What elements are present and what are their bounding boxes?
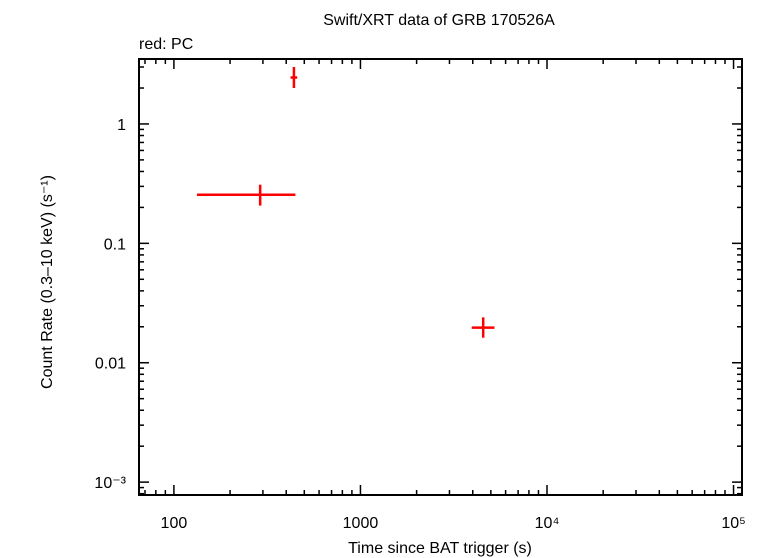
axis-tick-labels: 100 1000 10⁴ 10⁵ 1 0.1 0.01 10⁻³ [94, 117, 745, 532]
plot-frame [138, 58, 743, 496]
x-tick-label: 1000 [343, 515, 379, 532]
data-point [290, 66, 298, 89]
y-tick-label: 1 [117, 117, 126, 134]
data-points [197, 66, 495, 338]
chart-title: Swift/XRT data of GRB 170526A [323, 12, 555, 29]
x-tick-label: 100 [161, 515, 188, 532]
x-axis-label: Time since BAT trigger (s) [348, 540, 532, 557]
y-tick-label: 0.1 [104, 236, 126, 253]
data-point [197, 184, 296, 206]
x-tick-label: 10⁵ [721, 515, 745, 532]
x-tick-label: 10⁴ [535, 515, 560, 532]
y-tick-label: 0.01 [95, 356, 126, 373]
data-point [471, 317, 495, 338]
axis-ticks [139, 59, 742, 495]
y-tick-label: 10⁻³ [94, 475, 126, 492]
y-axis-label: Count Rate (0.3–10 keV) (s⁻¹) [39, 175, 56, 389]
chart-subtitle: red: PC [139, 36, 193, 53]
